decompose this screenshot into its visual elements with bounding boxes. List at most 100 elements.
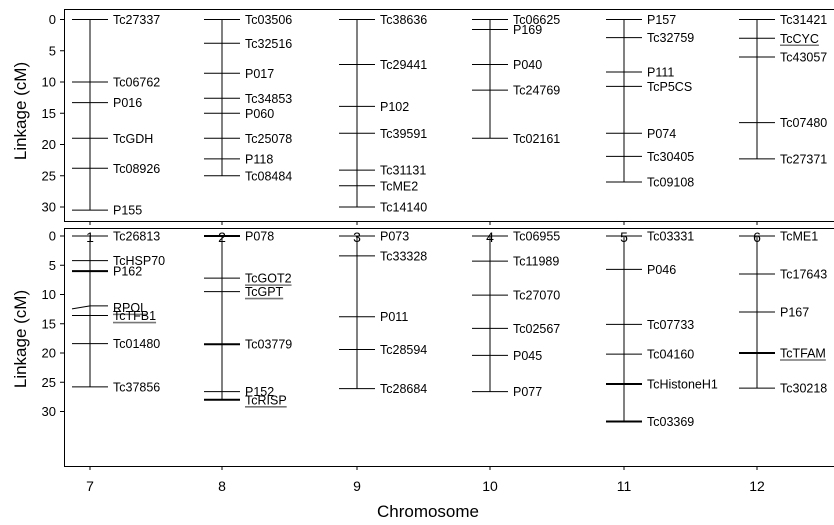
marker-TcME2: TcME2: [339, 179, 418, 193]
marker-Tc06625: Tc06625: [472, 13, 560, 27]
panel-frame: [64, 228, 834, 467]
marker-label: Tc30405: [647, 150, 694, 164]
marker-label: Tc27337: [113, 13, 160, 27]
marker-label: TcTFB1: [113, 309, 156, 323]
marker-label: Tc32759: [647, 31, 694, 45]
chromosome-9: 9 P073 Tc33328 P011 Tc28594 Tc28684: [339, 230, 427, 494]
marker-Tc02161: Tc02161: [472, 132, 560, 146]
marker-label: Tc08926: [113, 162, 160, 176]
marker-Tc32516: Tc32516: [204, 37, 292, 51]
chart-panel: 0510152025301Tc27337Tc06762P016TcGDHTc08…: [42, 9, 834, 245]
x-tick-label: 11: [617, 478, 632, 494]
marker-P073: P073: [339, 230, 409, 244]
marker-label: TcGPT: [245, 285, 284, 299]
marker-label: P102: [380, 100, 409, 114]
marker-label: TcHSP70: [113, 254, 165, 268]
marker-P046: P046: [606, 263, 676, 277]
marker-label: Tc28684: [380, 382, 427, 396]
chromosome-4: 4Tc06625P169P040Tc24769Tc02161: [472, 13, 560, 245]
marker-Tc14140: Tc14140: [339, 201, 427, 215]
marker-label: P118: [245, 152, 273, 166]
marker-label: P016: [113, 96, 142, 110]
marker-TcGPT: TcGPT: [204, 285, 284, 300]
marker-label: TcP5CS: [647, 80, 692, 94]
y-tick-label: 0: [49, 229, 56, 244]
marker-Tc27371: Tc27371: [739, 152, 827, 166]
y-tick-label: 25: [42, 375, 56, 390]
marker-tick: [71, 305, 91, 310]
marker-Tc31421: Tc31421: [739, 13, 827, 27]
marker-label: P040: [513, 58, 542, 72]
chromosome-2: 2Tc03506Tc32516P017Tc34853P060Tc25078P11…: [204, 13, 292, 245]
marker-label: Tc09108: [647, 176, 694, 190]
marker-Tc38636: Tc38636: [339, 13, 427, 27]
marker-TcTFB1: TcTFB1: [72, 309, 156, 324]
marker-TcHSP70: TcHSP70: [72, 254, 165, 268]
marker-label: TcME2: [380, 179, 418, 193]
marker-Tc30405: Tc30405: [606, 150, 694, 164]
marker-TcME1: TcME1: [739, 230, 818, 244]
marker-label: Tc01480: [113, 337, 160, 351]
chromosome-12: 12 TcME1 Tc17643 P167 TcTFAM Tc30218: [739, 230, 827, 494]
marker-P016: P016: [72, 96, 142, 110]
marker-TcTFAM: TcTFAM: [739, 347, 826, 361]
marker-label: Tc04160: [647, 348, 694, 362]
panel-frame: [64, 9, 834, 222]
marker-P045: P045: [472, 349, 542, 363]
marker-Tc01480: Tc01480: [72, 337, 160, 351]
marker-label: P045: [513, 349, 542, 363]
marker-Tc32759: Tc32759: [606, 31, 694, 45]
marker-label: P046: [647, 263, 676, 277]
marker-label: P155: [113, 204, 142, 218]
x-axis-title: Chromosome: [377, 502, 479, 521]
marker-label: TcCYC: [780, 32, 819, 46]
marker-P167: P167: [739, 306, 809, 320]
marker-Tc29441: Tc29441: [339, 58, 427, 72]
chart-panels: 0510152025301Tc27337Tc06762P016TcGDHTc08…: [42, 9, 834, 494]
y-tick-label: 10: [42, 75, 56, 90]
marker-label: Tc31131: [380, 164, 426, 178]
marker-Tc31131: Tc31131: [339, 164, 426, 178]
y-tick-label: 30: [42, 200, 56, 215]
marker-label: TcME1: [780, 230, 818, 244]
marker-P102: P102: [339, 100, 409, 114]
marker-label: Tc37856: [113, 380, 160, 394]
marker-label: P162: [113, 265, 142, 279]
marker-Tc39591: Tc39591: [339, 127, 427, 141]
chromosome-3: 3Tc38636Tc29441P102Tc39591Tc31131TcME2Tc…: [339, 13, 427, 245]
marker-Tc37856: Tc37856: [72, 380, 160, 394]
marker-Tc24769: Tc24769: [472, 84, 560, 98]
marker-label: P074: [647, 127, 676, 141]
marker-label: TcHistoneH1: [647, 378, 718, 392]
marker-label: Tc03506: [245, 13, 292, 27]
marker-P011: P011: [339, 310, 408, 324]
marker-label: Tc06955: [513, 230, 560, 244]
marker-label: P011: [380, 310, 408, 324]
marker-label: Tc24769: [513, 84, 560, 98]
marker-TcHistoneH1: TcHistoneH1: [606, 378, 718, 392]
x-tick-label: 8: [218, 478, 226, 494]
y-tick-label: 5: [49, 258, 56, 273]
marker-TcGDH: TcGDH: [72, 132, 153, 146]
marker-label: Tc03331: [647, 230, 694, 244]
y-tick-label: 15: [42, 316, 56, 331]
marker-Tc25078: Tc25078: [204, 132, 292, 146]
marker-Tc33328: Tc33328: [339, 249, 427, 263]
marker-Tc03506: Tc03506: [204, 13, 292, 27]
marker-Tc07733: Tc07733: [606, 318, 694, 332]
chromosome-6: 6Tc31421TcCYCTc43057Tc07480Tc27371: [739, 13, 827, 245]
marker-P017: P017: [204, 67, 274, 81]
marker-label: Tc27070: [513, 289, 560, 303]
marker-label: P017: [245, 67, 274, 81]
marker-Tc27070: Tc27070: [472, 289, 560, 303]
marker-label: Tc38636: [380, 13, 427, 27]
marker-label: P111: [647, 66, 674, 80]
marker-label: TcGOT2: [245, 272, 292, 286]
marker-P169: P169: [472, 23, 542, 37]
marker-label: Tc08484: [245, 169, 292, 183]
marker-P040: P040: [472, 58, 542, 72]
x-tick-label: 9: [353, 478, 361, 494]
